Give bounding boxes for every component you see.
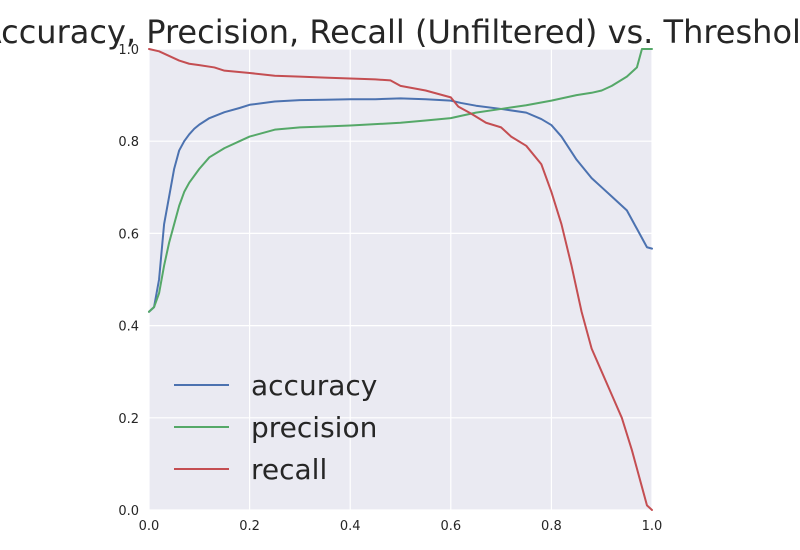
plot-area [149, 49, 652, 510]
y-tick-label-1: 0.2 [118, 412, 139, 427]
y-tick-label-0: 0.0 [118, 504, 139, 519]
x-tick-label-1: 0.2 [239, 519, 260, 534]
legend-label-precision: precision [251, 411, 377, 444]
y-tick-label-3: 0.6 [118, 227, 139, 242]
x-tick-label-2: 0.4 [340, 519, 361, 534]
x-tick-label-5: 1.0 [642, 519, 663, 534]
series-layer [148, 48, 653, 511]
legend: accuracy precision recall [174, 369, 377, 486]
tick-layer: 0.0 0.2 0.4 0.6 0.8 1.0 0.0 0.2 0.4 0.6 0.8 1.0 [118, 43, 662, 534]
y-tick-label-5: 1.0 [118, 43, 139, 58]
series-line-accuracy [148, 97, 653, 313]
legend-label-recall: recall [251, 453, 327, 486]
x-tick-label-4: 0.8 [541, 519, 562, 534]
chart-title: Accuracy, Precision, Recall (Unfiltered)… [0, 13, 800, 51]
x-tick-label-3: 0.6 [440, 519, 461, 534]
x-tick-label-0: 0.0 [139, 519, 160, 534]
series-line-recall [148, 48, 653, 511]
y-tick-label-2: 0.4 [118, 320, 139, 335]
y-tick-label-4: 0.8 [118, 135, 139, 150]
legend-label-accuracy: accuracy [251, 369, 377, 402]
series-line-precision [148, 48, 653, 313]
